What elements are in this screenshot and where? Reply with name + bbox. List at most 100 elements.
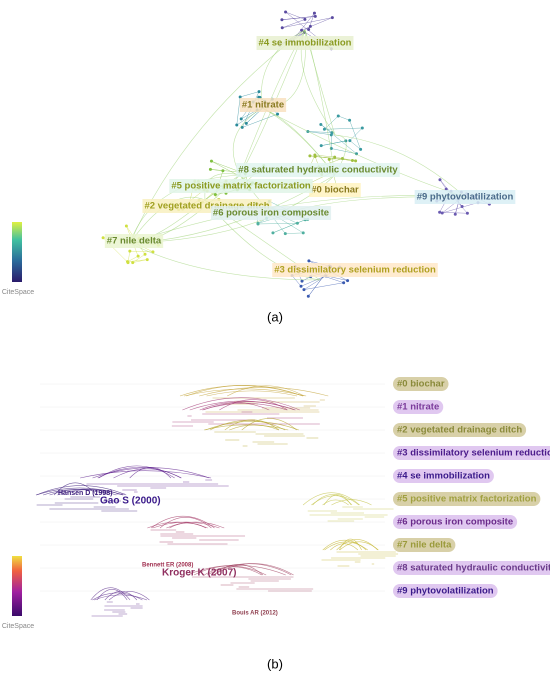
edge <box>127 259 148 262</box>
author-label: Kroger K (2007) <box>162 568 236 579</box>
edge <box>338 115 350 121</box>
edge <box>261 107 466 198</box>
citation-arc <box>219 399 288 411</box>
timeline-b <box>35 383 399 617</box>
citation-arc <box>202 402 288 411</box>
citation-arc <box>104 591 138 601</box>
citation-arc <box>193 565 267 576</box>
citation-arc <box>151 516 215 529</box>
edge <box>320 124 357 154</box>
edge <box>132 259 148 263</box>
label-bg <box>393 515 518 529</box>
edge <box>303 282 344 290</box>
edge <box>349 127 363 141</box>
edge <box>331 148 357 154</box>
edge <box>321 140 346 146</box>
edge <box>281 16 316 21</box>
cluster-label: #2 vegetated drainage ditch <box>397 425 522 436</box>
cluster-label: #0 biochar <box>397 379 445 390</box>
citation-arc <box>206 390 298 397</box>
edge <box>285 11 306 20</box>
citation-arc <box>92 592 143 601</box>
cluster-label: #1 nitrate <box>397 402 439 413</box>
author-label: Bouis AR (2012) <box>232 611 278 617</box>
citation-arc <box>179 385 304 397</box>
node <box>438 210 442 214</box>
edge <box>307 131 332 136</box>
citation-arc <box>207 563 292 576</box>
color-legend <box>12 222 22 282</box>
citation-arc <box>338 538 362 551</box>
panel-label: (b) <box>267 656 283 671</box>
edge <box>204 173 241 201</box>
node <box>354 159 358 163</box>
edge <box>260 29 306 109</box>
node <box>440 211 444 215</box>
citation-arc <box>147 521 208 529</box>
citation-arc <box>97 467 182 479</box>
cluster-label: #8 saturated hydraulic conductivity <box>238 165 398 176</box>
node <box>131 261 135 265</box>
cluster-label: #3 dissimilatory selenium reduction <box>274 265 436 276</box>
node <box>333 155 337 159</box>
citation-arc <box>241 418 297 431</box>
citation-arc <box>166 521 225 529</box>
node <box>145 258 149 262</box>
cluster-label: #6 porous iron composite <box>213 208 329 219</box>
edge <box>324 127 363 130</box>
edge <box>301 17 333 31</box>
edge <box>127 251 131 263</box>
node <box>329 133 333 137</box>
citation-arc <box>57 489 124 496</box>
edge <box>240 91 260 98</box>
citation-arc <box>90 587 131 601</box>
citation-arc <box>204 424 289 431</box>
edge <box>129 242 321 281</box>
citation-arc <box>186 564 286 576</box>
color-legend <box>12 556 22 616</box>
edge <box>291 275 302 287</box>
edge <box>132 254 146 263</box>
label-bg <box>393 423 527 437</box>
citation-arc <box>36 485 127 496</box>
citation-arc <box>312 494 353 506</box>
label-bg <box>239 98 287 112</box>
node <box>126 261 130 265</box>
citation-arc <box>96 589 128 601</box>
label-bg <box>309 183 361 197</box>
edge <box>442 202 479 214</box>
label-bg <box>393 561 550 575</box>
edge <box>304 29 336 176</box>
node <box>348 139 352 143</box>
label-bg <box>393 400 444 414</box>
node <box>465 211 469 215</box>
edge <box>236 96 241 126</box>
node <box>346 279 350 283</box>
citation-arc <box>205 421 299 431</box>
node <box>209 159 213 163</box>
cluster-label: #6 porous iron composite <box>397 517 513 528</box>
edge <box>242 113 278 128</box>
edge <box>309 155 353 161</box>
node <box>319 144 323 148</box>
label-bg <box>104 234 164 248</box>
node <box>313 14 317 18</box>
node <box>151 250 155 254</box>
label-bg <box>393 469 494 483</box>
cluster-label: #2 vegetated drainage ditch <box>144 201 269 212</box>
node <box>330 16 334 20</box>
edge <box>334 134 466 198</box>
node <box>208 167 212 171</box>
edge <box>272 219 306 234</box>
cluster-label: #9 phytovolatilization <box>417 192 514 203</box>
node <box>244 121 248 125</box>
label-bg <box>256 36 354 50</box>
citation-arc <box>204 566 262 576</box>
cluster-label: #8 saturated hydraulic conductivity <box>397 563 550 574</box>
edge <box>127 255 139 262</box>
node <box>307 259 311 263</box>
citation-arc <box>322 539 367 551</box>
label-bg <box>272 263 438 277</box>
